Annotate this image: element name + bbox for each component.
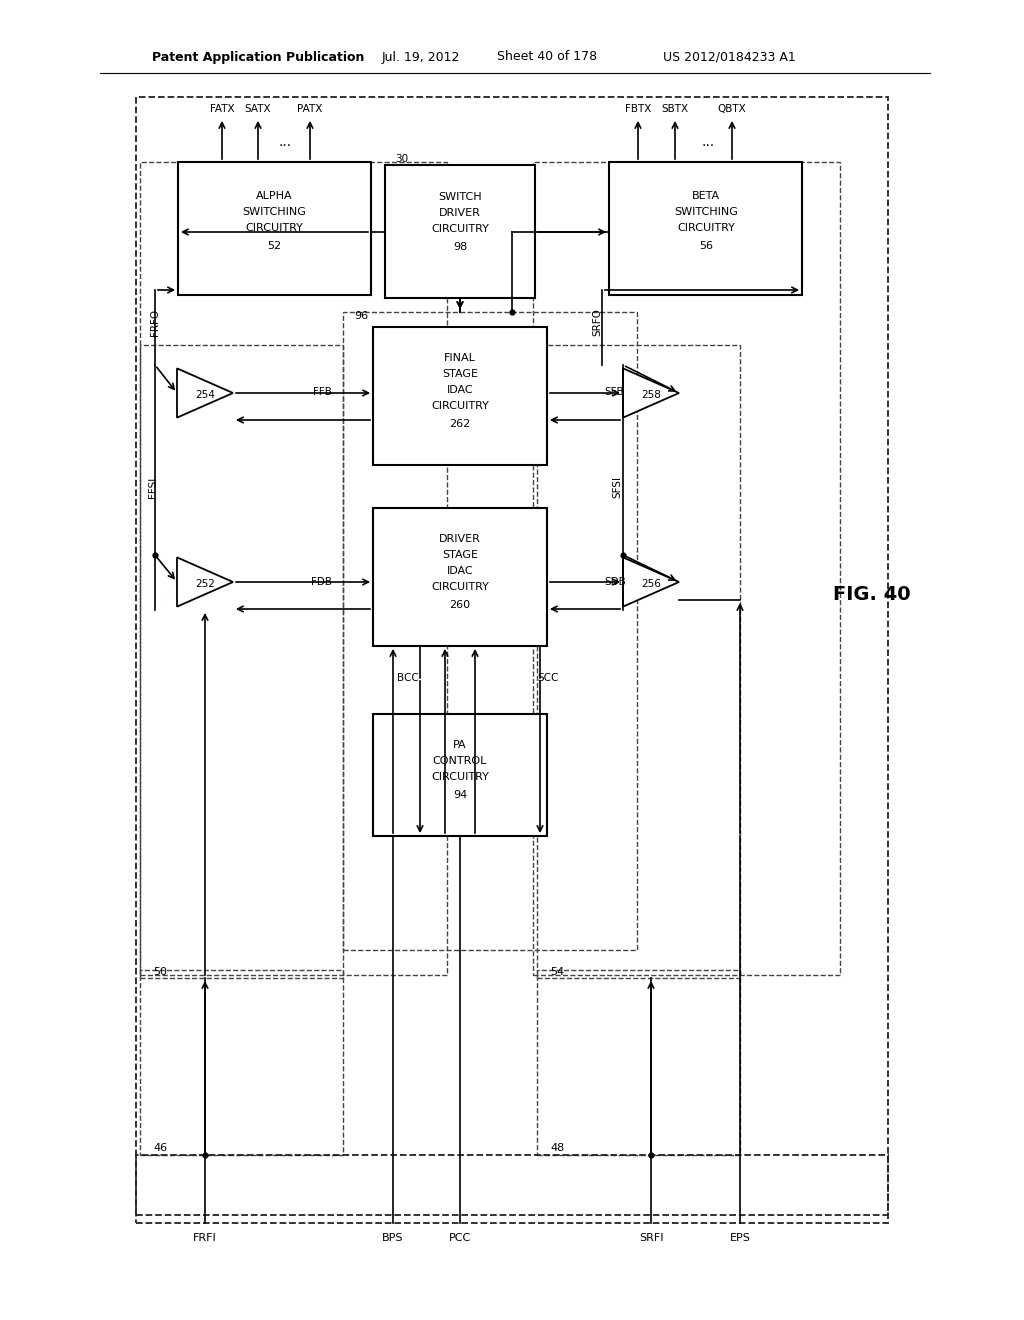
Bar xyxy=(136,96,888,1214)
Bar xyxy=(609,162,802,294)
Bar xyxy=(140,970,343,1155)
Text: 262: 262 xyxy=(450,418,471,429)
Bar xyxy=(537,345,740,978)
Bar xyxy=(136,1155,888,1224)
Bar xyxy=(343,312,637,950)
Text: 56: 56 xyxy=(699,242,713,251)
Text: FRFO: FRFO xyxy=(150,309,160,335)
Text: QBTX: QBTX xyxy=(718,104,746,114)
Bar xyxy=(140,162,447,975)
Text: CIRCUITRY: CIRCUITRY xyxy=(245,223,303,234)
Text: CONTROL: CONTROL xyxy=(433,756,487,766)
Text: SATX: SATX xyxy=(245,104,271,114)
Text: SRFO: SRFO xyxy=(592,308,602,335)
Text: Sheet 40 of 178: Sheet 40 of 178 xyxy=(497,50,597,63)
Text: 50: 50 xyxy=(153,968,167,977)
Text: FBTX: FBTX xyxy=(625,104,651,114)
Text: Patent Application Publication: Patent Application Publication xyxy=(152,50,365,63)
Polygon shape xyxy=(623,557,679,607)
Text: FINAL: FINAL xyxy=(444,352,476,363)
Bar xyxy=(178,162,371,294)
Text: PA: PA xyxy=(454,741,467,750)
Text: 48: 48 xyxy=(550,1143,564,1152)
Text: STAGE: STAGE xyxy=(442,550,478,560)
Text: IDAC: IDAC xyxy=(446,566,473,576)
Text: 98: 98 xyxy=(453,242,467,252)
Text: 254: 254 xyxy=(195,389,215,400)
Bar xyxy=(373,327,547,465)
Text: SCC: SCC xyxy=(538,673,559,682)
Bar xyxy=(140,345,343,978)
Text: BETA: BETA xyxy=(692,191,720,201)
Text: SRFI: SRFI xyxy=(639,1233,664,1243)
Bar xyxy=(534,162,840,975)
Text: 54: 54 xyxy=(550,968,564,977)
Text: BPS: BPS xyxy=(382,1233,403,1243)
Text: PATX: PATX xyxy=(297,104,323,114)
Polygon shape xyxy=(177,368,233,417)
Text: CIRCUITRY: CIRCUITRY xyxy=(431,582,488,591)
Text: SBTX: SBTX xyxy=(662,104,688,114)
Text: 256: 256 xyxy=(641,579,660,589)
Bar xyxy=(385,165,535,298)
Text: IDAC: IDAC xyxy=(446,385,473,395)
Text: FFB: FFB xyxy=(313,387,332,397)
Text: CIRCUITRY: CIRCUITRY xyxy=(431,772,488,781)
Text: ...: ... xyxy=(701,135,715,149)
Text: ...: ... xyxy=(279,135,292,149)
Text: SWITCH: SWITCH xyxy=(438,191,482,202)
Text: 260: 260 xyxy=(450,601,471,610)
Text: DRIVER: DRIVER xyxy=(439,535,481,544)
Polygon shape xyxy=(177,557,233,607)
Text: FATX: FATX xyxy=(210,104,234,114)
Text: 52: 52 xyxy=(267,242,281,251)
Text: DRIVER: DRIVER xyxy=(439,209,481,218)
Text: EPS: EPS xyxy=(729,1233,751,1243)
Text: SWITCHING: SWITCHING xyxy=(674,207,738,216)
Text: FFSI: FFSI xyxy=(148,477,158,498)
Text: BCC: BCC xyxy=(397,673,419,682)
Polygon shape xyxy=(623,368,679,417)
Text: CIRCUITRY: CIRCUITRY xyxy=(677,223,735,234)
Text: SFB: SFB xyxy=(604,387,624,397)
Text: 96: 96 xyxy=(354,312,368,321)
Text: FIG. 40: FIG. 40 xyxy=(834,586,910,605)
Text: STAGE: STAGE xyxy=(442,370,478,379)
Bar xyxy=(373,714,547,836)
Text: 30: 30 xyxy=(395,154,409,164)
Text: 258: 258 xyxy=(641,389,660,400)
Bar xyxy=(537,970,740,1155)
Text: SDB: SDB xyxy=(604,577,626,587)
Text: 94: 94 xyxy=(453,789,467,800)
Text: Jul. 19, 2012: Jul. 19, 2012 xyxy=(382,50,461,63)
Text: US 2012/0184233 A1: US 2012/0184233 A1 xyxy=(663,50,796,63)
Text: ALPHA: ALPHA xyxy=(256,191,292,201)
Text: CIRCUITRY: CIRCUITRY xyxy=(431,224,488,234)
Text: FDB: FDB xyxy=(311,577,332,587)
Bar xyxy=(373,508,547,645)
Text: FRFI: FRFI xyxy=(194,1233,217,1243)
Text: SWITCHING: SWITCHING xyxy=(242,207,306,216)
Text: 252: 252 xyxy=(195,579,215,589)
Text: PCC: PCC xyxy=(449,1233,471,1243)
Text: 46: 46 xyxy=(153,1143,167,1152)
Text: CIRCUITRY: CIRCUITRY xyxy=(431,401,488,411)
Text: SFSI: SFSI xyxy=(612,477,622,498)
